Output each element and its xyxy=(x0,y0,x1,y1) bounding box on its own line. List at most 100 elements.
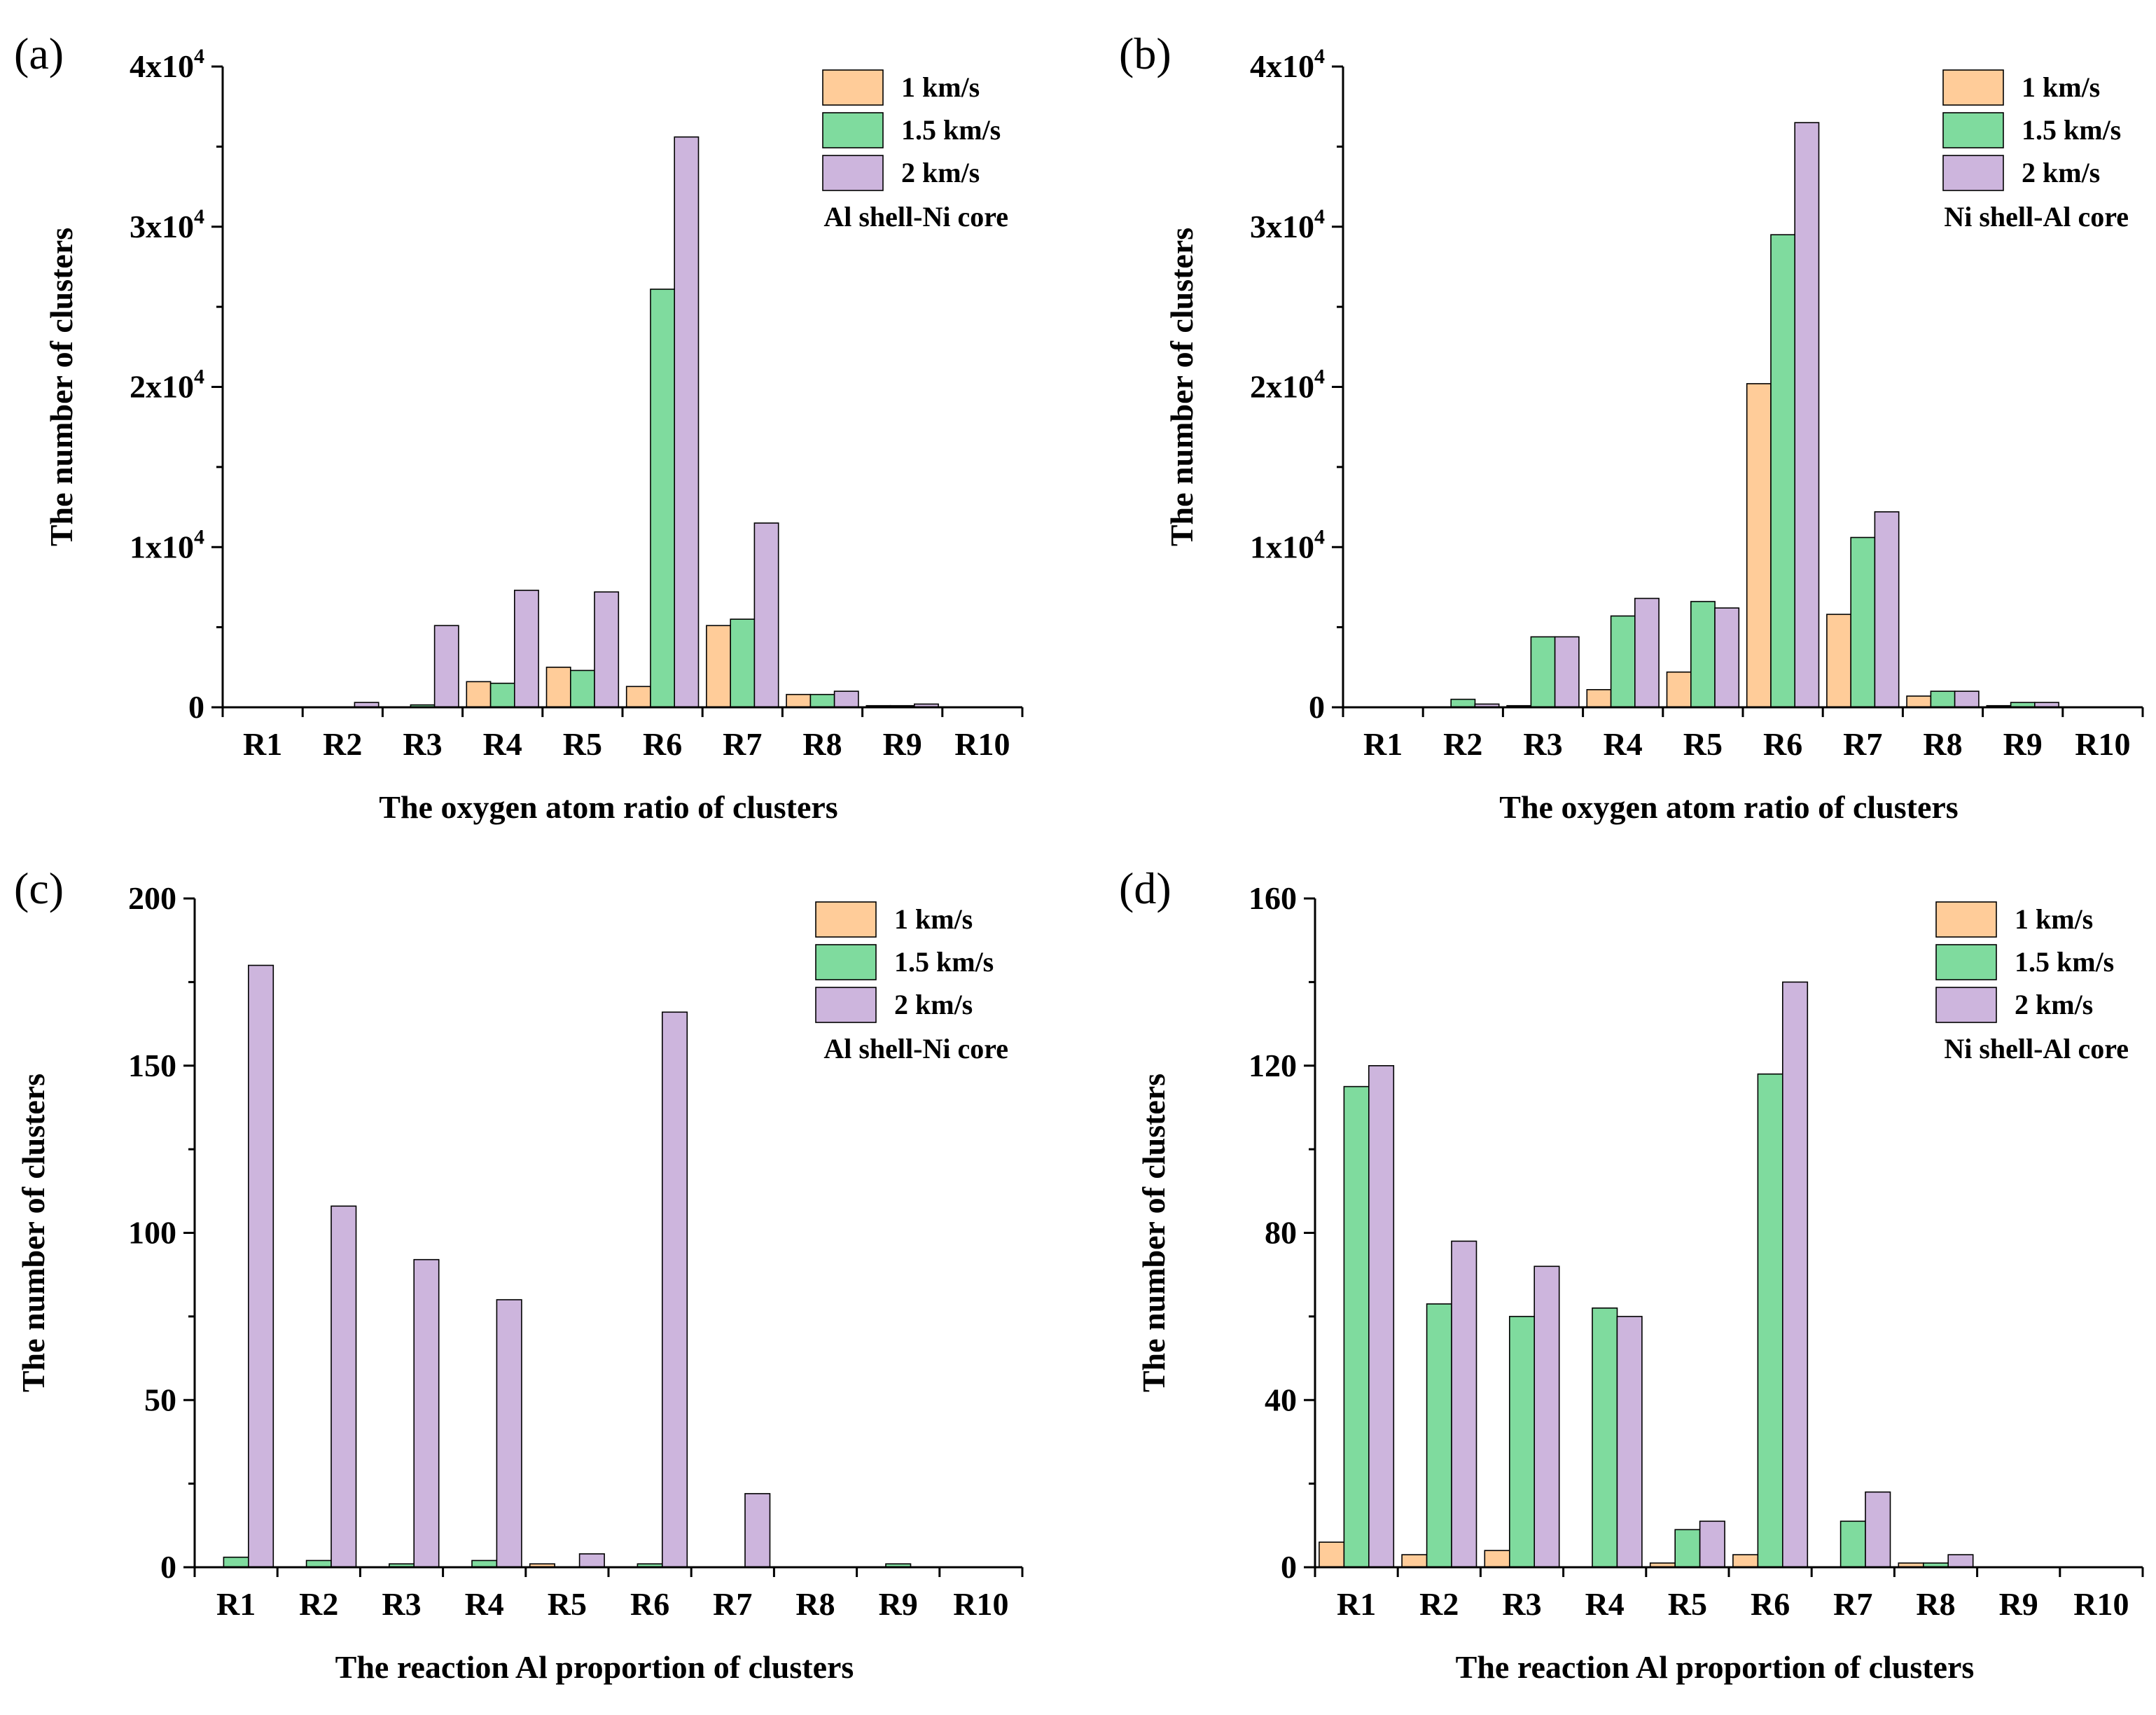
x-tick-label-R1: R1 xyxy=(1363,726,1403,762)
x-tick-label-R9: R9 xyxy=(883,726,922,762)
bar-2-km-s-R8 xyxy=(1954,690,1980,708)
bar-2-km-s-R3 xyxy=(413,1258,440,1568)
y-tick-label: 0 xyxy=(160,1549,176,1585)
bar-1-km-s-R6 xyxy=(1746,383,1772,708)
bar-1-km-s-R8 xyxy=(1906,695,1932,708)
y-tick-label: 0 xyxy=(1309,689,1325,725)
bar-2-km-s-R6 xyxy=(1794,122,1820,708)
y-tick-label: 3x104 xyxy=(130,205,204,244)
bar-2-km-s-R3 xyxy=(433,625,459,708)
legend-label: 2 km/s xyxy=(2015,989,2093,1020)
x-tick-label-R7: R7 xyxy=(1843,726,1882,762)
x-tick-label-R9: R9 xyxy=(2003,726,2043,762)
y-axis-title: The number of clusters xyxy=(1136,1074,1171,1392)
bar-1.5-km-s-R5 xyxy=(569,669,595,708)
x-tick-label-R5: R5 xyxy=(548,1586,587,1622)
bar-1.5-km-s-R7 xyxy=(1850,536,1876,708)
legend-label: 1 km/s xyxy=(2022,71,2100,103)
y-tick-label: 100 xyxy=(128,1215,176,1251)
bar-2-km-s-R4 xyxy=(1634,597,1660,708)
legend-label: 1.5 km/s xyxy=(2022,114,2121,146)
legend-label: 2 km/s xyxy=(2022,157,2100,188)
x-axis-title: The oxygen atom ratio of clusters xyxy=(379,789,837,825)
bar-2-km-s-R5 xyxy=(1699,1520,1725,1568)
legend-label: 1 km/s xyxy=(901,71,980,103)
bar-1.5-km-s-R3 xyxy=(1530,636,1556,708)
bar-2-km-s-R2 xyxy=(1451,1240,1477,1568)
y-axis-title: The number of clusters xyxy=(1164,228,1199,546)
x-tick-label-R5: R5 xyxy=(1668,1586,1707,1622)
legend-swatch-1.5-km-s xyxy=(822,112,884,148)
bar-1.5-km-s-R4 xyxy=(1610,615,1636,708)
bar-2-km-s-R4 xyxy=(496,1299,522,1568)
legend-swatch-1.5-km-s xyxy=(1935,944,1997,980)
y-tick-label: 0 xyxy=(1281,1549,1297,1585)
legend-swatch-2-km-s xyxy=(1935,987,1997,1023)
bar-1-km-s-R5 xyxy=(1666,671,1692,708)
bar-2-km-s-R5 xyxy=(1714,607,1740,708)
legend-label: 1 km/s xyxy=(894,903,973,935)
x-tick-label-R10: R10 xyxy=(2075,726,2130,762)
bar-2-km-s-R1 xyxy=(247,964,274,1568)
chart-panel-a: (a) 0 1x104 2x104 3x104 4x104 R1 R2 R3 R4 R5 R6 R7 R8… xyxy=(14,29,1024,825)
y-tick-label: 40 xyxy=(1265,1382,1297,1417)
y-tick-label: 2x104 xyxy=(1250,366,1325,405)
bar-1.5-km-s-R4 xyxy=(1592,1307,1618,1568)
y-tick-label: 0 xyxy=(188,689,204,725)
chart-panel-d: (d) 0 40 80 120 160 R1 R2 R3 R4 R5 R6 R7 R8 R9 R10 The r… xyxy=(1119,863,2144,1685)
bar-1-km-s-R6 xyxy=(1732,1554,1759,1568)
x-tick-label-R8: R8 xyxy=(802,726,842,762)
x-tick-label-R5: R5 xyxy=(563,726,602,762)
legend-label: 1.5 km/s xyxy=(894,946,994,978)
legend-swatch-1-km-s xyxy=(1942,69,2004,106)
x-tick-label-R5: R5 xyxy=(1683,726,1723,762)
bar-1.5-km-s-R6 xyxy=(1770,234,1796,708)
y-tick-label: 50 xyxy=(144,1382,176,1417)
chart-panel-c: (c) 0 50 100 150 200 R1 R2 R3 R4 R5 R6 R7 R8 R9 R10 The … xyxy=(14,863,1024,1685)
panel-label: (a) xyxy=(14,29,64,78)
legend-label: 2 km/s xyxy=(901,157,980,188)
x-tick-label-R9: R9 xyxy=(879,1586,918,1622)
x-tick-label-R1: R1 xyxy=(216,1586,256,1622)
y-axis-title: The number of clusters xyxy=(43,228,79,546)
bar-2-km-s-R1 xyxy=(1368,1065,1395,1568)
y-tick-label: 120 xyxy=(1249,1048,1297,1083)
annotation-structure: Al shell-Ni core xyxy=(823,201,1008,232)
bar-1-km-s-R7 xyxy=(1826,613,1851,708)
bar-2-km-s-R7 xyxy=(1874,511,1900,708)
bar-2-km-s-R6 xyxy=(661,1011,688,1568)
x-tick-label-R1: R1 xyxy=(1337,1586,1376,1622)
x-tick-label-R10: R10 xyxy=(954,726,1010,762)
x-tick-label-R3: R3 xyxy=(382,1586,421,1622)
bar-1.5-km-s-R4 xyxy=(489,682,515,708)
x-tick-label-R10: R10 xyxy=(953,1586,1008,1622)
panel-label: (b) xyxy=(1119,29,1171,78)
bar-1-km-s-R5 xyxy=(545,666,571,708)
bar-1-km-s-R1 xyxy=(1319,1541,1345,1568)
bar-2-km-s-R4 xyxy=(513,590,539,708)
x-tick-label-R8: R8 xyxy=(1916,1586,1955,1622)
bar-2-km-s-R7 xyxy=(1865,1491,1891,1568)
x-tick-label-R2: R2 xyxy=(1443,726,1482,762)
panel-label: (c) xyxy=(14,863,64,913)
bar-1-km-s-R7 xyxy=(706,625,732,708)
x-tick-label-R8: R8 xyxy=(795,1586,835,1622)
x-tick-label-R7: R7 xyxy=(1833,1586,1872,1622)
x-tick-label-R3: R3 xyxy=(1502,1586,1541,1622)
bar-1.5-km-s-R3 xyxy=(1509,1316,1536,1568)
chart-panel-b: (b) 0 1x104 2x104 3x104 4x104 R1 R2 R3 R4 R5 R6 R7 R8… xyxy=(1119,29,2144,825)
annotation-structure: Al shell-Ni core xyxy=(823,1033,1008,1064)
annotation-structure: Ni shell-Al core xyxy=(1944,201,2129,232)
bar-2-km-s-R8 xyxy=(1947,1554,1974,1568)
bar-1-km-s-R8 xyxy=(786,693,812,708)
bar-2-km-s-R5 xyxy=(594,591,620,708)
y-axis-title: The number of clusters xyxy=(15,1074,51,1392)
bar-1.5-km-s-R2 xyxy=(1450,698,1476,708)
bar-2-km-s-R7 xyxy=(753,522,779,708)
x-tick-label-R7: R7 xyxy=(723,726,762,762)
legend-swatch-1.5-km-s xyxy=(815,944,877,980)
y-tick-label: 4x104 xyxy=(1250,45,1325,84)
y-tick-label: 3x104 xyxy=(1250,205,1325,244)
